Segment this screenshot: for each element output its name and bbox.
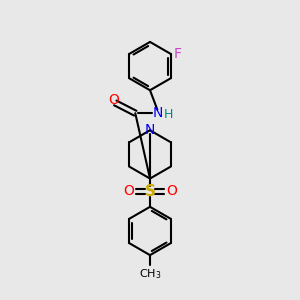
Text: S: S	[145, 184, 155, 199]
Text: CH$_3$: CH$_3$	[139, 268, 161, 281]
Text: H: H	[164, 108, 173, 121]
Text: O: O	[108, 93, 119, 107]
Text: F: F	[173, 47, 181, 61]
Text: O: O	[166, 184, 177, 198]
Text: N: N	[152, 106, 163, 120]
Text: N: N	[145, 123, 155, 137]
Text: O: O	[123, 184, 134, 198]
